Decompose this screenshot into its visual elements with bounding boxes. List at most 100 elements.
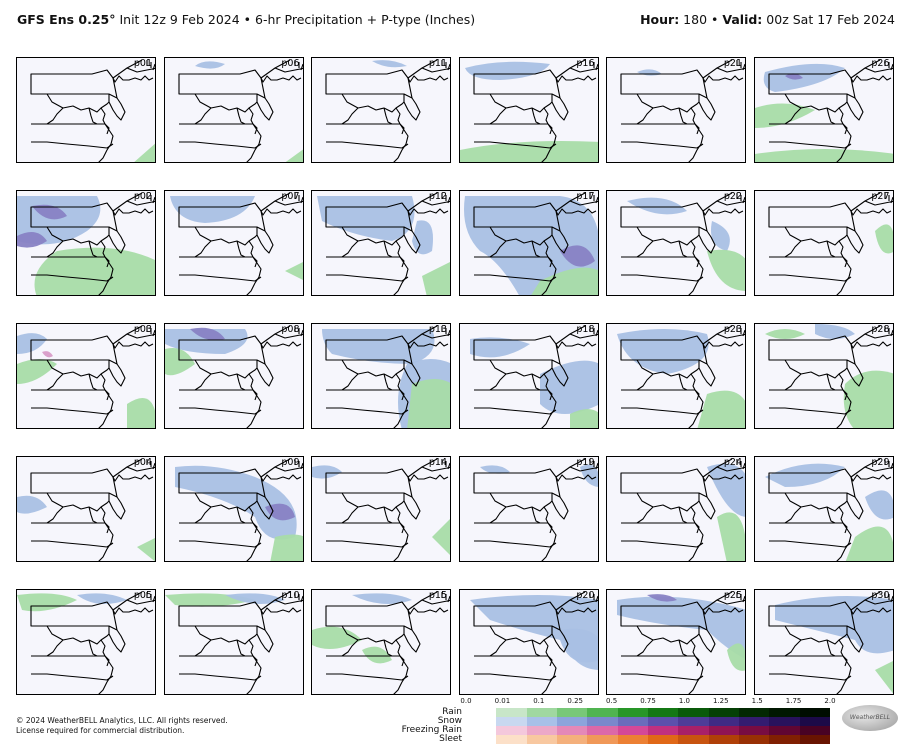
mid-atlantic-map xyxy=(617,325,745,428)
legend-tick: 0.0 xyxy=(460,697,472,705)
mid-atlantic-map xyxy=(617,591,745,694)
panel-label: p05 xyxy=(133,590,152,601)
legend-tick: 1.25 xyxy=(713,697,729,705)
panel-label: p08 xyxy=(281,324,300,335)
model-name: GFS Ens 0.25 xyxy=(17,12,110,27)
ensemble-panel-p05: p05 xyxy=(16,589,156,695)
mid-atlantic-map xyxy=(30,59,155,162)
ensemble-panel-p14: p14 xyxy=(311,456,451,562)
ensemble-panel-p21: p21 xyxy=(606,57,746,163)
ensemble-panel-p13: p13 xyxy=(311,323,451,429)
ensemble-panel-p27: p27 xyxy=(753,190,894,296)
legend-swatch xyxy=(708,708,739,717)
legend-tick: 2.0 xyxy=(824,697,836,705)
mid-atlantic-map xyxy=(17,325,155,428)
legend-swatch xyxy=(769,726,800,735)
mid-atlantic-map xyxy=(459,59,598,162)
legend-tick: 0.25 xyxy=(567,697,583,705)
mid-atlantic-map xyxy=(767,192,893,295)
legend-tick: 1.75 xyxy=(785,697,802,705)
legend-swatch xyxy=(526,717,557,726)
mid-atlantic-map xyxy=(325,59,450,162)
legend-swatch xyxy=(769,708,800,717)
ensemble-panel-p01: p01 xyxy=(16,57,156,163)
panel-label: p09 xyxy=(281,457,300,468)
mid-atlantic-map xyxy=(764,458,893,561)
mid-atlantic-map xyxy=(174,458,303,561)
ensemble-panel-p19: p19 xyxy=(458,456,599,562)
legend-swatch xyxy=(647,708,679,717)
legend-swatch xyxy=(556,708,588,717)
ensemble-panel-p26: p26 xyxy=(753,57,894,163)
mid-atlantic-map xyxy=(312,458,450,561)
legend-swatch xyxy=(556,735,588,744)
mid-atlantic-map xyxy=(764,324,893,428)
mid-atlantic-map xyxy=(767,591,893,694)
ensemble-panel-p02: p02 xyxy=(16,190,156,296)
ensemble-panel-p15: p15 xyxy=(311,589,451,695)
legend-tick: 0.75 xyxy=(640,697,656,705)
legend-swatch xyxy=(466,726,497,735)
ensemble-panel-p12: p12 xyxy=(311,190,451,296)
legend-swatch xyxy=(647,735,679,744)
ensemble-panel-p17: p17 xyxy=(458,190,599,296)
mid-atlantic-map xyxy=(164,591,303,694)
ensemble-panel-p07: p07 xyxy=(163,190,304,296)
panel-label: p19 xyxy=(576,457,595,468)
panel-label: p22 xyxy=(723,191,742,202)
legend-swatch xyxy=(617,735,648,744)
legend-type-label: Freezing Rain xyxy=(401,725,462,735)
panel-label: p06 xyxy=(281,58,300,69)
panel-label: p28 xyxy=(871,324,890,335)
panel-label: p16 xyxy=(576,58,595,69)
mid-atlantic-map xyxy=(322,325,450,428)
ensemble-panel-p25: p25 xyxy=(606,589,746,695)
legend-swatch xyxy=(799,735,830,744)
init-text: Init 12z 9 Feb 2024 • 6-hr Precipitation… xyxy=(115,12,476,27)
legend-swatch xyxy=(738,708,770,717)
legend-swatch xyxy=(708,726,739,735)
ensemble-panel-p16: p16 xyxy=(458,57,599,163)
panel-label: p03 xyxy=(133,324,152,335)
legend-swatch xyxy=(496,735,527,744)
panel-label: p26 xyxy=(871,58,890,69)
mid-atlantic-map xyxy=(754,59,893,162)
mid-atlantic-map xyxy=(17,458,155,561)
panel-label: p20 xyxy=(576,590,595,601)
legend-swatch xyxy=(617,708,648,717)
valid-time: Hour: 180 • Valid: 00z Sat 17 Feb 2024 xyxy=(640,12,895,27)
ensemble-panel-p28: p28 xyxy=(753,323,894,429)
legend-swatch xyxy=(799,717,830,726)
legend-tick: 0.1 xyxy=(533,697,545,705)
ensemble-panel-p11: p11 xyxy=(311,57,451,163)
ensemble-panel-p22: p22 xyxy=(606,190,746,296)
legend-ticks: 0.0 0.01 0.1 0.25 0.5 0.75 1.0 1.25 1.5 1.75 2.0 xyxy=(460,697,836,706)
legend-row-rain: Rain xyxy=(418,707,838,717)
mid-atlantic-map xyxy=(620,59,745,162)
mid-atlantic-map xyxy=(469,591,598,694)
legend-row-snow: Snow xyxy=(418,716,838,726)
panel-label: p18 xyxy=(576,324,595,335)
mid-atlantic-map xyxy=(472,458,598,561)
legend-swatch xyxy=(496,717,527,726)
legend-swatch xyxy=(466,735,497,744)
mid-atlantic-map xyxy=(620,458,745,561)
mid-atlantic-map xyxy=(177,59,303,162)
legend-swatch xyxy=(587,717,618,726)
legend-swatch xyxy=(678,726,709,735)
ensemble-panel-grid: p01 p06 p11 p16 xyxy=(16,57,898,697)
ensemble-panel-p03: p03 xyxy=(16,323,156,429)
legend-swatch xyxy=(556,726,588,735)
mid-atlantic-map xyxy=(17,591,155,694)
mid-atlantic-map xyxy=(620,192,745,295)
panel-label: p24 xyxy=(723,457,742,468)
ensemble-panel-p18: p18 xyxy=(458,323,599,429)
legend-swatch xyxy=(496,726,527,735)
legend-swatch xyxy=(526,708,557,717)
ensemble-panel-p23: p23 xyxy=(606,323,746,429)
legend-swatch xyxy=(587,726,618,735)
mid-atlantic-map xyxy=(312,591,450,694)
legend-tick: 1.5 xyxy=(751,697,763,705)
legend-swatch xyxy=(617,726,648,735)
panel-label: p11 xyxy=(428,58,447,69)
